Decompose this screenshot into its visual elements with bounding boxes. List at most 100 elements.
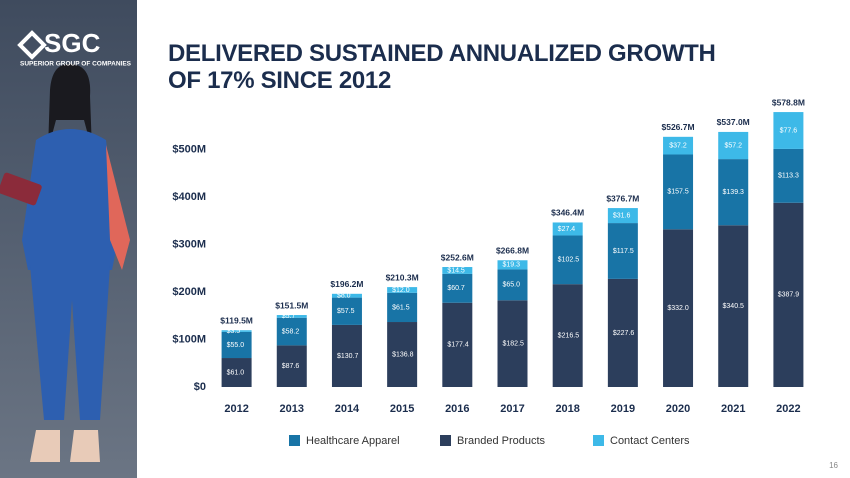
bar-segment — [607, 223, 638, 279]
value-label: $14.5 — [447, 267, 465, 274]
value-label: $182.5 — [503, 341, 525, 348]
x-tick-label: 2020 — [666, 403, 690, 415]
page-number: 16 — [829, 461, 838, 470]
x-tick-label: 2015 — [390, 403, 414, 415]
bar-segment — [331, 297, 362, 325]
value-label: $139.3 — [723, 189, 745, 196]
total-label: $252.6M — [441, 252, 474, 262]
bar-segment — [387, 287, 418, 293]
value-label: $387.9 — [778, 292, 800, 299]
value-label: $12.0 — [392, 287, 410, 294]
bar-segment — [773, 112, 804, 149]
bar-segment — [663, 229, 694, 387]
x-tick-label: 2018 — [555, 403, 579, 415]
bar-segment — [607, 208, 638, 224]
total-label: $376.7M — [606, 193, 639, 203]
value-label: $57.5 — [337, 308, 355, 315]
logo-name: SGC — [44, 28, 101, 58]
total-label: $346.4M — [551, 208, 584, 218]
value-label: $227.6 — [613, 330, 635, 337]
x-tick-label: 2016 — [445, 403, 469, 415]
legend-label: Healthcare Apparel — [306, 435, 400, 447]
value-label: $60.7 — [447, 285, 465, 292]
bar-segment — [663, 136, 694, 155]
x-tick-label: 2019 — [611, 403, 635, 415]
y-tick-label: $400M — [172, 191, 206, 203]
total-label: $537.0M — [717, 117, 750, 127]
bar-segment — [773, 202, 804, 387]
value-label: $117.5 — [613, 248, 634, 255]
legend-swatch — [440, 435, 451, 446]
x-tick-label: 2012 — [224, 403, 248, 415]
logo: SGC SUPERIOR GROUP OF COMPANIES — [17, 28, 132, 68]
total-label: $196.2M — [330, 279, 363, 289]
value-label: $27.4 — [558, 226, 576, 233]
bar-segment — [442, 273, 473, 303]
legend-swatch — [289, 435, 300, 446]
value-label: $332.0 — [667, 305, 689, 312]
total-label: $526.7M — [661, 122, 694, 132]
bar-segment — [221, 330, 252, 332]
bar-segment — [552, 235, 583, 285]
bar-segment — [497, 260, 528, 270]
value-label: $177.4 — [447, 342, 469, 349]
value-label: $8.0 — [337, 293, 351, 300]
bar-segment — [552, 222, 583, 236]
bar-segment — [552, 284, 583, 387]
bar-segment — [497, 269, 528, 301]
x-tick-label: 2022 — [776, 403, 800, 415]
value-label: $57.2 — [724, 142, 742, 149]
total-label: $578.8M — [772, 97, 805, 107]
logo-tagline: SUPERIOR GROUP OF COMPANIES — [20, 61, 132, 68]
value-label: $31.6 — [613, 212, 631, 219]
bar-segment — [442, 302, 473, 387]
value-label: $216.5 — [558, 332, 580, 339]
value-label: $77.6 — [780, 127, 798, 134]
bar-segment — [331, 293, 362, 298]
value-label: $61.5 — [392, 304, 410, 311]
y-tick-label: $200M — [172, 286, 206, 298]
bar-segment — [276, 315, 307, 318]
legend-label: Branded Products — [457, 435, 546, 447]
bar-segment — [387, 292, 418, 323]
chart-title: DELIVERED SUSTAINED ANNUALIZED GROWTH OF… — [168, 40, 716, 94]
bar-segment — [387, 322, 418, 387]
total-label: $266.8M — [496, 246, 529, 256]
bar-segment — [276, 345, 307, 387]
value-label: $340.5 — [723, 303, 745, 310]
y-tick-label: $0 — [194, 381, 206, 393]
bar-segment — [773, 148, 804, 203]
value-label: $65.0 — [503, 282, 521, 289]
legend-label: Contact Centers — [610, 435, 690, 447]
bar-segment — [718, 159, 749, 226]
value-label: $61.0 — [227, 369, 245, 376]
x-tick-label: 2017 — [500, 403, 524, 415]
value-label: $87.6 — [282, 363, 300, 370]
value-label: $5.7 — [282, 313, 296, 320]
bar-segment — [442, 267, 473, 274]
value-label: $58.2 — [282, 328, 300, 335]
x-tick-label: 2013 — [280, 403, 304, 415]
value-label: $136.8 — [392, 351, 414, 358]
value-label: $102.5 — [558, 257, 580, 264]
value-label: $3.5 — [227, 328, 241, 335]
x-tick-label: 2014 — [335, 403, 360, 415]
total-label: $210.3M — [386, 272, 419, 282]
y-tick-label: $500M — [172, 143, 206, 155]
value-label: $19.3 — [503, 262, 521, 269]
bar-segment — [663, 154, 694, 230]
bar-segment — [497, 300, 528, 387]
total-label: $119.5M — [220, 315, 253, 325]
bar-segment — [718, 225, 749, 387]
legend-swatch — [593, 435, 604, 446]
bar-segment — [221, 331, 252, 359]
total-label: $151.5M — [275, 300, 308, 310]
y-tick-label: $100M — [172, 333, 206, 345]
bar-segment — [607, 278, 638, 387]
value-label: $37.2 — [669, 142, 687, 149]
y-tick-label: $300M — [172, 238, 206, 250]
bar-segment — [331, 324, 362, 387]
bar-segment — [718, 131, 749, 160]
